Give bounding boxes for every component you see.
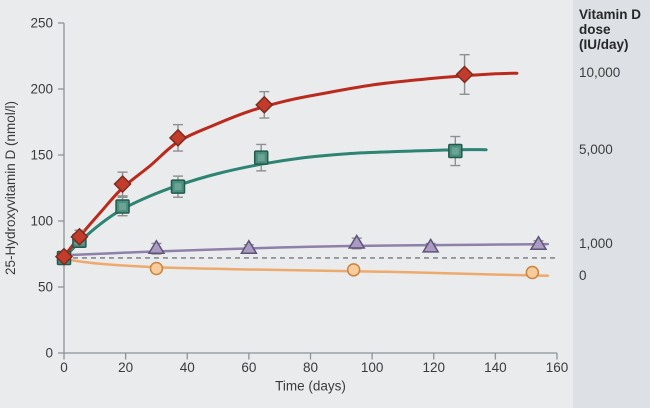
dose-panel-header-line: Vitamin D	[579, 7, 642, 22]
data-point-square	[115, 199, 130, 214]
dose-panel: Vitamin D dose (IU/day) 10,000 5,000 1,000…	[573, 0, 650, 408]
dose-panel-header-line: dose	[579, 22, 611, 37]
dose-panel-header-line: (IU/day)	[579, 37, 629, 52]
y-tick-label: 250	[30, 16, 53, 31]
x-axis-title: Time (days)	[275, 379, 346, 394]
data-point-square	[170, 179, 186, 194]
dose-label-1000: 1,000	[579, 236, 613, 252]
data-point-diamond	[255, 95, 274, 114]
data-point-diamond	[54, 247, 74, 266]
data-point-diamond	[70, 227, 89, 246]
data-point-square	[253, 150, 269, 165]
data-point-square-sheen	[119, 202, 127, 210]
data-point-square	[448, 143, 463, 159]
dose-panel-header: Vitamin D dose (IU/day)	[579, 7, 641, 52]
data-point-triangle	[240, 239, 258, 254]
data-point-triangle	[529, 235, 548, 251]
data-point-diamond	[455, 65, 474, 84]
series-curve-5000	[62, 148, 488, 260]
y-axis-title: 25-Hydroxyvitamin D (nmol/l)	[3, 101, 18, 275]
x-tick-label: 120	[422, 360, 445, 375]
data-point-square-sheen	[174, 183, 182, 191]
y-tick-label: 200	[30, 82, 53, 97]
data-point-diamond	[113, 174, 132, 194]
data-point-diamond	[168, 128, 188, 147]
x-tick-label: 100	[361, 360, 384, 375]
x-tick-label: 0	[60, 360, 68, 375]
axes	[63, 23, 557, 354]
x-tick-label: 140	[484, 360, 507, 375]
x-tick-label: 60	[241, 360, 256, 375]
dose-label-5000: 5,000	[579, 141, 613, 157]
series-curve-0	[62, 258, 550, 278]
series-curve-10000	[62, 71, 519, 259]
y-tick-label: 0	[45, 346, 53, 361]
data-point-circle	[525, 265, 540, 280]
dose-label-0: 0	[579, 267, 587, 283]
y-tick-label: 100	[30, 214, 53, 229]
data-point-square-sheen	[257, 154, 265, 162]
data-point-square-sheen	[451, 147, 459, 155]
series-curve-1000	[62, 242, 550, 257]
x-tick-label: 80	[303, 360, 318, 375]
data-point-circle	[346, 263, 361, 277]
data-point-triangle	[147, 239, 166, 254]
data-point-triangle	[347, 233, 366, 249]
data-point-triangle	[421, 237, 440, 253]
x-tick-label: 40	[180, 360, 195, 375]
y-tick-label: 50	[38, 280, 53, 295]
x-tick-label: 20	[118, 360, 133, 375]
y-tick-label: 150	[30, 148, 53, 163]
data-point-circle	[149, 261, 164, 276]
x-tick-label: 160	[546, 360, 569, 375]
dose-label-10000: 10,000	[579, 65, 621, 81]
